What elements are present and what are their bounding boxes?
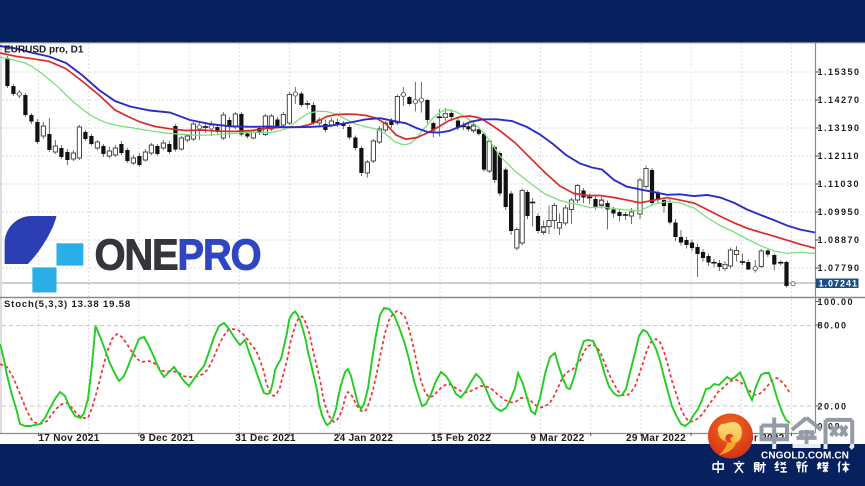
- svg-text:20.00: 20.00: [818, 402, 848, 412]
- svg-text:1.08870: 1.08870: [818, 235, 861, 245]
- svg-text:29 Mar 2022: 29 Mar 2022: [626, 433, 686, 444]
- svg-text:Stoch(5,3,3) 13.38 19.58: Stoch(5,3,3) 13.38 19.58: [4, 299, 131, 310]
- svg-text:1.13190: 1.13190: [818, 123, 861, 133]
- svg-text:100.00: 100.00: [818, 297, 855, 307]
- svg-text:9 Mar 2022: 9 Mar 2022: [530, 433, 584, 444]
- svg-text:1.11030: 1.11030: [818, 179, 861, 189]
- svg-text:1.15350: 1.15350: [818, 67, 861, 77]
- svg-text:EURUSD pro, D1: EURUSD pro, D1: [4, 45, 84, 56]
- svg-text:9 Dec 2021: 9 Dec 2021: [140, 433, 195, 444]
- svg-text:ONEPRO: ONEPRO: [95, 230, 261, 279]
- svg-text:17 Nov 2021: 17 Nov 2021: [38, 433, 99, 444]
- svg-text:CNGOLD.COM.CN: CNGOLD.COM.CN: [761, 451, 849, 462]
- svg-text:1.07241: 1.07241: [819, 278, 859, 288]
- svg-text:1.07790: 1.07790: [818, 263, 861, 273]
- svg-text:15 Feb 2022: 15 Feb 2022: [431, 433, 491, 444]
- svg-text:31 Dec 2021: 31 Dec 2021: [235, 433, 296, 444]
- svg-text:1.14270: 1.14270: [818, 95, 861, 105]
- svg-text:20 Apr 2022: 20 Apr 2022: [725, 433, 784, 444]
- svg-text:0.00: 0.00: [818, 422, 842, 432]
- svg-text:80.00: 80.00: [818, 321, 848, 331]
- svg-text:24 Jan 2022: 24 Jan 2022: [334, 433, 394, 444]
- svg-text:1.12110: 1.12110: [818, 151, 861, 161]
- svg-text:1.09950: 1.09950: [818, 207, 861, 217]
